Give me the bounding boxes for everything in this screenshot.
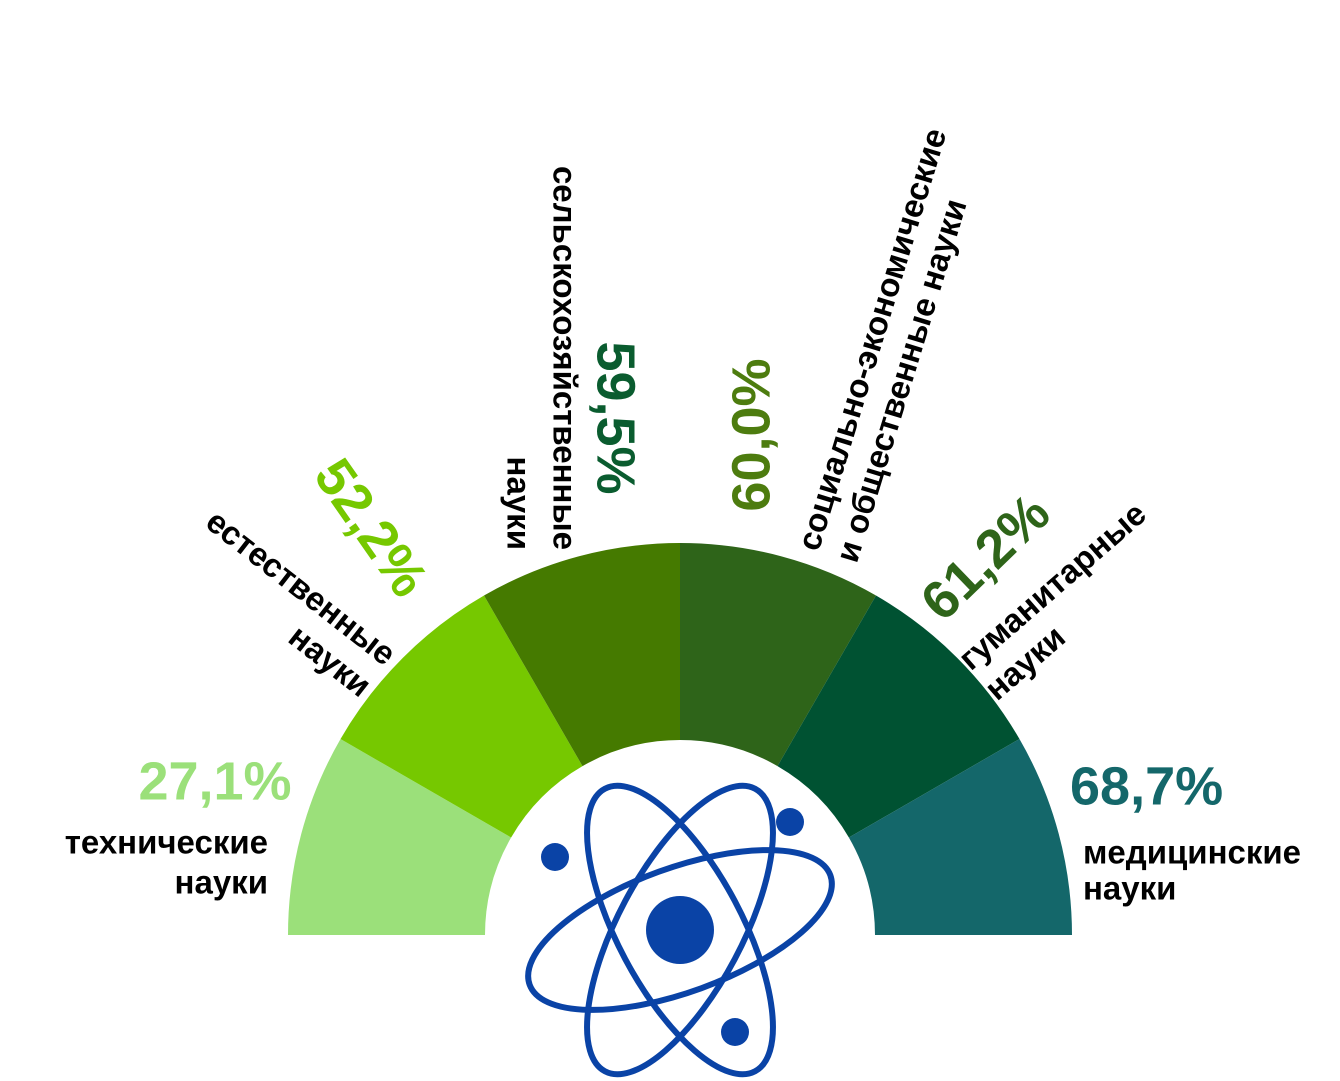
value-label: 59,5% [586,341,646,494]
category-label: науки [175,864,268,901]
category-label: сельскохозяйственные [546,166,583,550]
value-label: 60,0% [721,358,781,511]
value-label-group: 68,7% [1070,756,1223,816]
segment [777,595,1020,838]
category-label: науки [1083,870,1176,907]
orbit [584,782,776,1078]
segment [340,595,583,838]
nucleus [646,896,714,964]
segment [484,543,680,767]
category-label: науки [500,457,537,550]
electron [776,808,804,836]
value-label-group: 59,5% [586,341,646,494]
segment [848,739,1072,935]
value-label: 27,1% [138,751,291,811]
category-label: медицинские [1083,834,1301,871]
electron [721,1018,749,1046]
value-label: 68,7% [1070,756,1223,816]
atom-icon [525,782,835,1078]
electron [541,843,569,871]
value-label-group: 27,1% [138,751,291,811]
value-label-group: 60,0% [721,358,781,511]
segment [680,543,876,767]
category-label: технические [65,824,268,861]
labels: 27,1%техническиенауки52,2%естественныена… [65,124,1301,907]
orbit [584,782,776,1078]
orbit [525,847,835,1013]
segment [288,739,512,935]
fan [288,543,1072,935]
